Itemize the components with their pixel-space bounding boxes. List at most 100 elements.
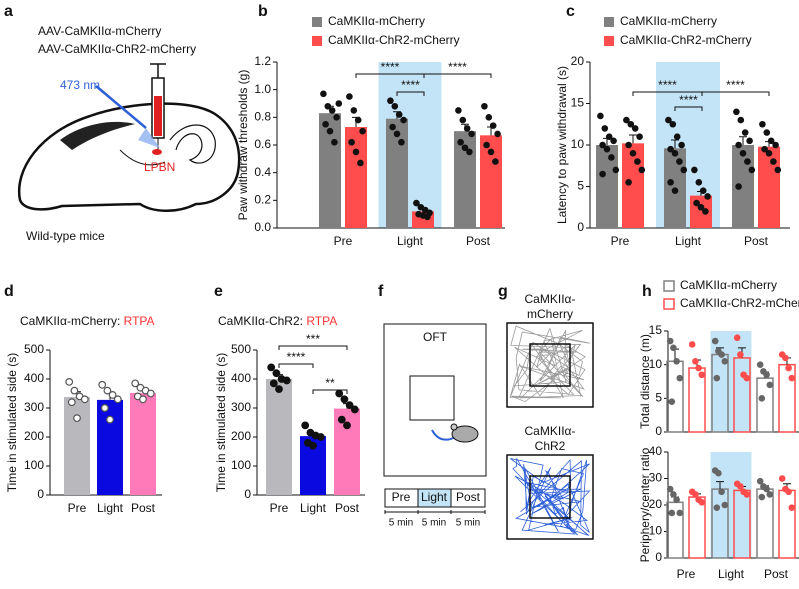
y-tick-label: 0.2 [254, 193, 271, 207]
title-text: CaMKIIα-ChR2: [218, 314, 303, 328]
data-point [400, 116, 407, 124]
data-point [691, 166, 698, 174]
y-axis-label: Total distance (m) [638, 334, 652, 429]
data-point [739, 150, 747, 157]
data-point [131, 379, 140, 388]
data-point [599, 170, 606, 178]
data-point [269, 379, 278, 388]
y-tick-label: 0 [655, 424, 662, 438]
y-tick-label: 300 [24, 400, 44, 414]
data-point [424, 213, 431, 221]
y-tick-label: 100 [231, 458, 251, 472]
duration-label: 5 min [422, 518, 446, 529]
data-point [704, 193, 711, 200]
duration-label: 5 min [456, 518, 480, 529]
data-point [103, 386, 112, 395]
data-point [463, 125, 471, 132]
y-tick-label: 200 [231, 429, 251, 443]
panel-letter: f [378, 283, 384, 300]
data-point [676, 158, 683, 165]
data-point [316, 433, 325, 441]
data-point [668, 398, 676, 406]
data-point [468, 130, 475, 138]
x-tick-label: Post [744, 234, 769, 248]
data-point [758, 493, 766, 501]
x-tick-label: Post [466, 234, 491, 248]
x-tick-label: Pre [68, 501, 87, 515]
significance-label: **** [679, 93, 698, 107]
data-point [713, 374, 721, 382]
data-point [733, 108, 740, 116]
bar [688, 496, 706, 559]
trajectory [510, 457, 591, 536]
data-point [756, 477, 764, 485]
data-point [698, 371, 706, 379]
data-point [670, 491, 677, 498]
data-point [605, 133, 613, 140]
brain-structure [169, 124, 216, 164]
data-point [309, 441, 317, 450]
data-point [603, 145, 611, 153]
y-axis-label: Paw withdraw thresholds (g) [236, 70, 250, 221]
data-point [354, 116, 362, 124]
x-tick-label: Pre [677, 567, 696, 581]
significance-label: ** [325, 376, 335, 390]
data-point [612, 166, 620, 174]
title-text: CaMKIIα-mCherry: [20, 314, 120, 328]
data-point [673, 496, 680, 504]
panel-letter: d [4, 283, 14, 300]
data-point [345, 401, 354, 410]
data-point [758, 395, 766, 402]
bar [666, 360, 684, 433]
syringe-fill [154, 96, 162, 136]
legend-label: CaMKIIα-ChR2-mCherry [328, 33, 460, 47]
y-tick-label: 0.8 [254, 110, 271, 124]
mouse [451, 425, 479, 443]
data-point [770, 158, 777, 165]
data-point [326, 127, 334, 135]
panel-f: OFT Pre Light Post 5 min 5 min 5 min [383, 323, 487, 529]
legend-swatch [312, 36, 322, 46]
data-point [667, 145, 674, 153]
data-point [737, 116, 745, 124]
x-tick-label: Post [335, 501, 360, 515]
bar [778, 363, 796, 433]
data-point [763, 371, 770, 379]
data-point [667, 179, 674, 186]
error-bar [716, 481, 724, 490]
virus-label: AAV-CaMKIIα-mCherry [38, 24, 161, 38]
data-point [788, 504, 796, 511]
data-point [324, 102, 332, 110]
data-point [599, 141, 606, 149]
light-label: 473 nm [60, 78, 100, 92]
data-point [108, 391, 117, 399]
data-point [695, 364, 702, 372]
data-point [676, 509, 684, 517]
data-point [713, 504, 721, 511]
data-point [785, 364, 792, 372]
y-tick-label: 200 [24, 429, 44, 443]
data-point [666, 485, 674, 493]
data-point [671, 187, 679, 194]
data-point [763, 129, 771, 136]
significance-label: **** [381, 60, 400, 74]
brain-structure [119, 149, 166, 166]
data-point [785, 488, 792, 496]
data-point [666, 337, 674, 345]
data-point [625, 141, 632, 149]
data-point [711, 337, 719, 345]
data-point [333, 114, 340, 121]
panel-letter: g [498, 283, 508, 300]
arena [383, 323, 487, 477]
data-point [671, 150, 679, 157]
light-cone [138, 128, 160, 148]
bar [130, 392, 156, 495]
data-point [623, 116, 630, 124]
data-point [340, 395, 349, 404]
data-point [267, 363, 276, 372]
data-point [665, 116, 672, 124]
data-point [676, 374, 684, 382]
phase-label: Pre [392, 490, 411, 504]
y-tick-label: 0 [37, 487, 44, 501]
